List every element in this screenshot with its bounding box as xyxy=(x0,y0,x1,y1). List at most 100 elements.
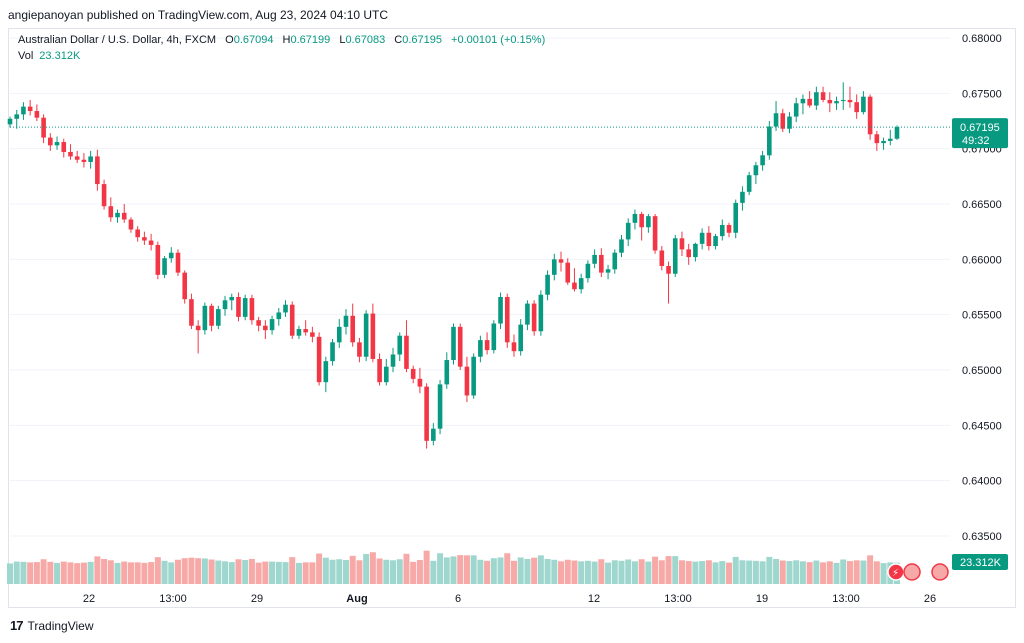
candle-body[interactable] xyxy=(457,326,463,367)
candle-body[interactable] xyxy=(424,386,429,441)
candle-body[interactable] xyxy=(303,329,308,333)
candle-body[interactable] xyxy=(733,202,739,233)
candle-body[interactable] xyxy=(504,296,510,343)
candle-body[interactable] xyxy=(840,99,846,102)
candle-body[interactable] xyxy=(820,92,826,100)
candle-body[interactable] xyxy=(867,96,873,135)
candle-body[interactable] xyxy=(168,252,174,259)
candle-body[interactable] xyxy=(343,315,349,327)
candle-body[interactable] xyxy=(619,239,624,253)
candle-body[interactable] xyxy=(612,252,618,270)
candle-body[interactable] xyxy=(155,244,161,275)
candle-body[interactable] xyxy=(773,113,779,127)
candle-body[interactable] xyxy=(316,336,322,383)
candle-body[interactable] xyxy=(363,313,369,357)
candle-body[interactable] xyxy=(209,305,214,326)
candle-body[interactable] xyxy=(21,106,26,115)
candle-body[interactable] xyxy=(719,225,725,237)
candle-body[interactable] xyxy=(780,113,786,129)
candle-body[interactable] xyxy=(753,165,759,176)
us-flag-event-icon-1[interactable] xyxy=(903,563,921,581)
candle-body[interactable] xyxy=(289,304,295,336)
candle-body[interactable] xyxy=(679,238,685,250)
candle-body[interactable] xyxy=(834,101,839,104)
candle-body[interactable] xyxy=(572,282,577,290)
candle-body[interactable] xyxy=(518,324,523,352)
candle-body[interactable] xyxy=(148,240,154,245)
candle-body[interactable] xyxy=(632,213,638,223)
candle-body[interactable] xyxy=(605,269,611,273)
event-icons[interactable]: ⚡ xyxy=(887,563,949,581)
candle-body[interactable] xyxy=(336,326,342,343)
candle-body[interactable] xyxy=(115,212,120,218)
candle-body[interactable] xyxy=(202,305,208,331)
candle-body[interactable] xyxy=(384,366,389,383)
candle-body[interactable] xyxy=(256,320,261,326)
candle-body[interactable] xyxy=(451,326,456,361)
candle-body[interactable] xyxy=(444,360,450,385)
candle-body[interactable] xyxy=(390,354,396,367)
candle-body[interactable] xyxy=(216,309,221,326)
candle-body[interactable] xyxy=(437,384,443,429)
candle-body[interactable] xyxy=(222,300,228,310)
candle-body[interactable] xyxy=(881,140,886,144)
candle-body[interactable] xyxy=(128,219,134,230)
candle-body[interactable] xyxy=(592,254,597,264)
candle-body[interactable] xyxy=(323,361,329,383)
candle-body[interactable] xyxy=(229,296,235,301)
candle-body[interactable] xyxy=(814,92,819,106)
candle-body[interactable] xyxy=(666,265,671,274)
candle-body[interactable] xyxy=(471,356,476,396)
candle-body[interactable] xyxy=(269,319,275,331)
candle-body[interactable] xyxy=(276,312,282,320)
candle-body[interactable] xyxy=(639,213,644,228)
candle-body[interactable] xyxy=(195,325,201,331)
candle-body[interactable] xyxy=(81,159,87,162)
candle-body[interactable] xyxy=(827,99,833,104)
candle-body[interactable] xyxy=(874,134,880,144)
candle-body[interactable] xyxy=(625,222,631,240)
us-flag-event-icon-2[interactable] xyxy=(931,563,949,581)
candle-body[interactable] xyxy=(417,378,423,387)
candle-body[interactable] xyxy=(800,98,806,104)
candle-body[interactable] xyxy=(599,254,604,273)
candle-body[interactable] xyxy=(330,342,335,362)
candle-body[interactable] xyxy=(189,299,194,326)
candle-body[interactable] xyxy=(74,156,80,160)
candle-body[interactable] xyxy=(693,243,698,258)
candle-body[interactable] xyxy=(659,250,665,266)
candle-body[interactable] xyxy=(525,303,530,325)
candle-body[interactable] xyxy=(162,258,167,275)
candle-body[interactable] xyxy=(706,232,712,247)
candle-body[interactable] xyxy=(646,216,651,228)
candle-body[interactable] xyxy=(310,332,315,337)
candle-body[interactable] xyxy=(807,98,812,106)
candle-body[interactable] xyxy=(68,151,73,157)
candle-body[interactable] xyxy=(54,142,60,146)
candle-body[interactable] xyxy=(760,155,765,166)
candle-body[interactable] xyxy=(511,342,517,352)
candle-body[interactable] xyxy=(746,175,752,192)
candle-body[interactable] xyxy=(652,216,658,251)
candle-body[interactable] xyxy=(377,358,382,383)
candle-body[interactable] xyxy=(699,232,705,244)
candle-body[interactable] xyxy=(7,118,13,125)
candle-body[interactable] xyxy=(48,137,53,146)
candle-body[interactable] xyxy=(263,325,268,331)
candle-body[interactable] xyxy=(350,315,356,343)
candle-body[interactable] xyxy=(41,117,46,138)
candle-body[interactable] xyxy=(404,335,409,369)
candle-body[interactable] xyxy=(793,103,799,117)
candle-body[interactable] xyxy=(135,229,140,238)
candle-body[interactable] xyxy=(95,156,100,185)
candle-body[interactable] xyxy=(578,278,584,290)
candle-body[interactable] xyxy=(585,263,591,279)
candle-body[interactable] xyxy=(182,272,188,300)
candle-body[interactable] xyxy=(397,335,403,355)
candle-body[interactable] xyxy=(672,238,678,274)
candle-body[interactable] xyxy=(551,259,557,275)
candle-body[interactable] xyxy=(538,294,544,332)
candle-body[interactable] xyxy=(242,298,248,317)
candle-body[interactable] xyxy=(713,236,718,247)
